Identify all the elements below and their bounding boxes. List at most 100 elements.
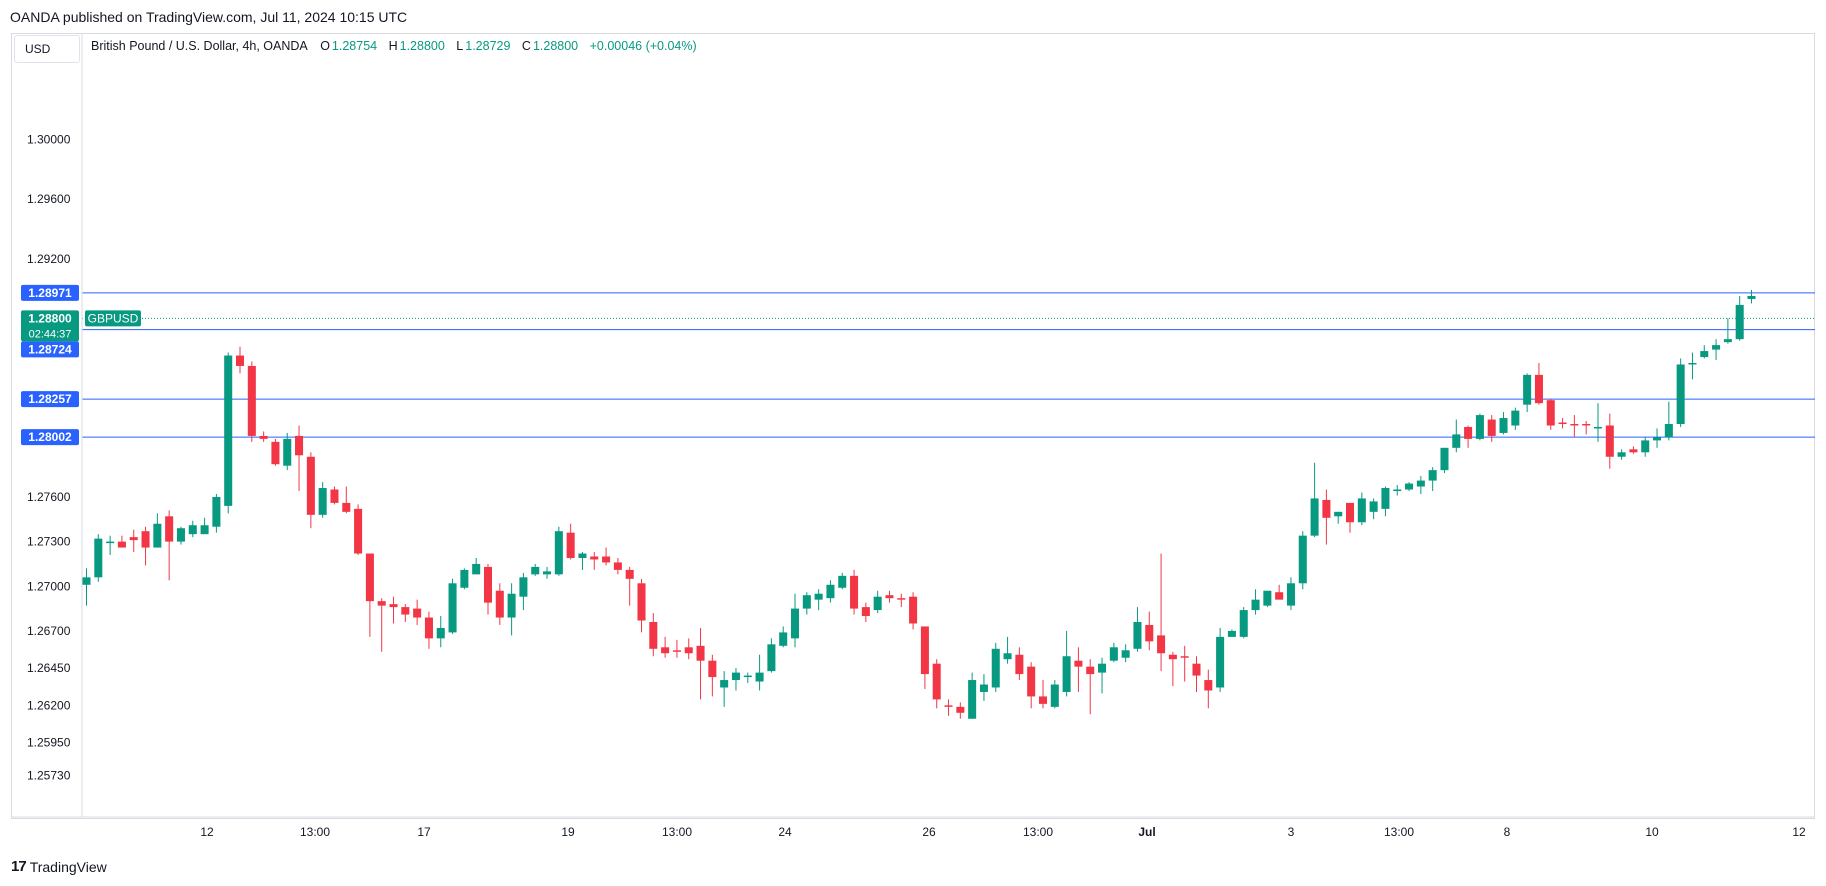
candle-body bbox=[661, 647, 670, 654]
price-level-text: 1.28002 bbox=[28, 430, 72, 444]
candle-body bbox=[1345, 502, 1355, 523]
candle bbox=[1617, 449, 1626, 460]
candle bbox=[944, 699, 953, 716]
candle-body bbox=[413, 608, 422, 618]
candle bbox=[696, 627, 705, 700]
candle-body bbox=[1050, 684, 1059, 707]
candle bbox=[637, 578, 646, 633]
candle-body bbox=[1617, 452, 1626, 457]
x-tick-label: Jul bbox=[1138, 825, 1155, 839]
y-tick-label: 1.29600 bbox=[27, 192, 71, 206]
candle-body bbox=[554, 531, 563, 575]
candle-body bbox=[377, 601, 386, 606]
candle-body bbox=[1038, 696, 1048, 704]
candle bbox=[224, 352, 233, 514]
candle-body bbox=[224, 355, 233, 506]
y-tick-label: 1.30000 bbox=[27, 133, 71, 147]
candle-body bbox=[1109, 647, 1118, 661]
y-tick-label: 1.25730 bbox=[27, 768, 71, 782]
candle bbox=[413, 599, 422, 625]
candle-body bbox=[743, 675, 752, 678]
candle bbox=[472, 557, 481, 575]
candle bbox=[602, 547, 611, 566]
candle-series bbox=[82, 290, 1756, 719]
candle bbox=[861, 602, 870, 622]
candle-body bbox=[531, 566, 540, 575]
candle-body bbox=[1558, 422, 1567, 425]
x-tick-label: 12 bbox=[1792, 825, 1806, 839]
candle-body bbox=[401, 607, 410, 615]
candle-body bbox=[861, 607, 870, 617]
candle-body bbox=[649, 621, 658, 649]
legend-low: 1.28729 bbox=[465, 39, 511, 53]
candle-body bbox=[188, 525, 197, 535]
candle bbox=[625, 566, 634, 606]
candle bbox=[1641, 437, 1650, 457]
candle bbox=[212, 493, 221, 533]
legend-open: 1.28754 bbox=[331, 39, 378, 53]
candle-body bbox=[1310, 498, 1319, 536]
candle-body bbox=[590, 556, 599, 560]
y-tick-label: 1.26700 bbox=[27, 624, 71, 638]
candle bbox=[354, 504, 363, 556]
x-tick-label: 26 bbox=[922, 825, 936, 839]
currency-selector[interactable]: USD bbox=[14, 35, 80, 63]
candle bbox=[460, 568, 469, 590]
candle-body bbox=[1629, 449, 1638, 453]
candle bbox=[649, 613, 658, 657]
legend-open-key: O bbox=[320, 39, 330, 53]
candle bbox=[424, 611, 433, 649]
candle-body bbox=[295, 435, 304, 456]
candle bbox=[566, 523, 575, 560]
candle-body bbox=[1239, 610, 1248, 637]
candle bbox=[519, 572, 528, 611]
time-axis: 12 13:00 17 19 13:00 24 26 13:00 Jul 3 13:00 8 10 12 bbox=[12, 816, 1814, 839]
candle-body bbox=[1416, 480, 1425, 487]
candle bbox=[1133, 607, 1142, 652]
countdown-text: 02:44:37 bbox=[29, 328, 72, 340]
candle bbox=[731, 668, 740, 691]
candle-body bbox=[117, 541, 126, 548]
candle-body bbox=[1145, 624, 1154, 642]
candle-body bbox=[330, 489, 339, 503]
candle bbox=[1180, 645, 1189, 682]
price-level-text: 1.28257 bbox=[28, 392, 72, 406]
candle bbox=[1168, 651, 1177, 687]
candle-body bbox=[1570, 424, 1579, 426]
tradingview-footer[interactable]: 17 TradingView bbox=[11, 858, 107, 875]
candle-body bbox=[342, 502, 351, 512]
candle-body bbox=[141, 531, 150, 548]
candle bbox=[1534, 362, 1543, 405]
candle-body bbox=[897, 598, 906, 600]
candle-body bbox=[543, 571, 552, 575]
candle-body bbox=[1027, 666, 1036, 697]
candle bbox=[826, 580, 835, 603]
candle bbox=[1074, 647, 1083, 692]
symbol-tag-text: GBPUSD bbox=[88, 311, 139, 325]
candle-body bbox=[1180, 656, 1189, 658]
candle bbox=[873, 590, 882, 614]
candle-body bbox=[1098, 663, 1107, 673]
y-tick-label: 1.26450 bbox=[27, 661, 71, 675]
candle-body bbox=[365, 553, 374, 602]
candle bbox=[920, 626, 929, 689]
legend-close: 1.28800 bbox=[532, 39, 579, 53]
candle bbox=[1298, 531, 1307, 590]
candle bbox=[779, 626, 788, 648]
candle bbox=[1735, 295, 1744, 341]
candle-body bbox=[1641, 440, 1650, 453]
legend-high-key: H bbox=[388, 39, 398, 53]
legend-low-key: L bbox=[456, 39, 464, 53]
candle bbox=[295, 425, 304, 491]
legend-change: +0.00046 (+0.04%) bbox=[589, 39, 697, 53]
candle-body bbox=[82, 577, 91, 585]
candle bbox=[1263, 590, 1272, 608]
candle-body bbox=[1357, 498, 1366, 523]
candle-body bbox=[306, 456, 315, 515]
candle-body bbox=[944, 705, 953, 707]
candle bbox=[684, 638, 693, 660]
last-price-text: 1.28800 bbox=[28, 311, 72, 325]
candle bbox=[897, 593, 906, 608]
candle-body bbox=[1464, 426, 1473, 439]
